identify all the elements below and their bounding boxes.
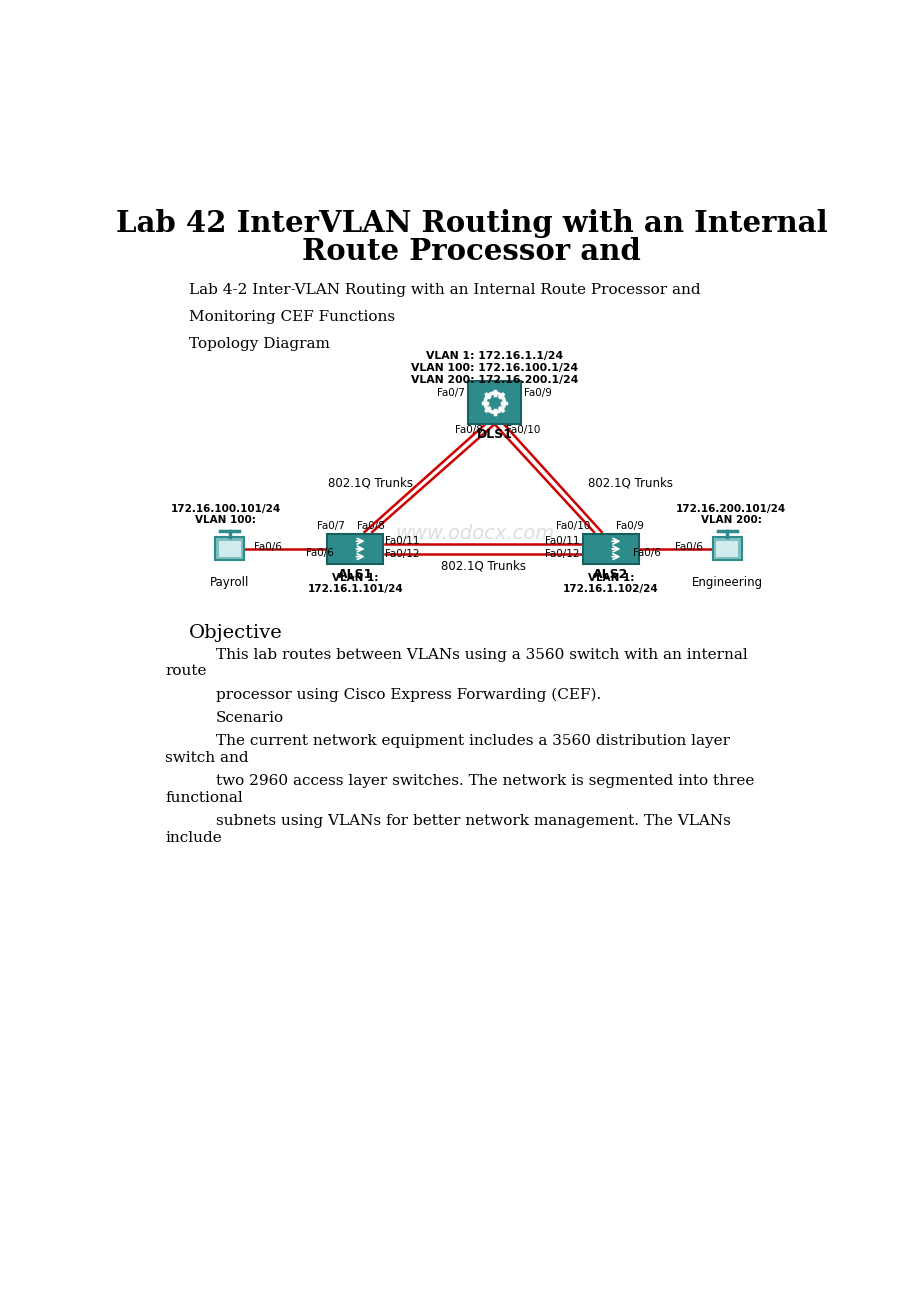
Text: Fa0/9: Fa0/9 bbox=[615, 521, 642, 531]
Text: processor using Cisco Express Forwarding (CEF).: processor using Cisco Express Forwarding… bbox=[216, 687, 600, 702]
Text: 802.1Q Trunks: 802.1Q Trunks bbox=[587, 477, 672, 490]
Text: Fa0/6: Fa0/6 bbox=[255, 542, 282, 552]
Text: ALS1: ALS1 bbox=[337, 568, 372, 581]
FancyBboxPatch shape bbox=[583, 534, 638, 564]
Text: VLAN 1:: VLAN 1: bbox=[587, 573, 633, 583]
Text: VLAN 1: 172.16.1.1/24: VLAN 1: 172.16.1.1/24 bbox=[425, 352, 562, 362]
Text: Fa0/10: Fa0/10 bbox=[505, 426, 540, 435]
Text: Fa0/6: Fa0/6 bbox=[674, 542, 702, 552]
Text: Route Processor and: Route Processor and bbox=[301, 237, 641, 266]
Text: 172.16.1.101/24: 172.16.1.101/24 bbox=[307, 585, 403, 594]
Text: Objective: Objective bbox=[188, 625, 282, 642]
Text: 172.16.1.102/24: 172.16.1.102/24 bbox=[562, 585, 658, 594]
Text: Fa0/11: Fa0/11 bbox=[545, 536, 579, 547]
Text: Fa0/10: Fa0/10 bbox=[556, 521, 590, 531]
Text: Fa0/12: Fa0/12 bbox=[545, 549, 579, 560]
Text: ALS2: ALS2 bbox=[593, 568, 628, 581]
Text: DLS1: DLS1 bbox=[476, 428, 512, 441]
Text: Fa0/7: Fa0/7 bbox=[316, 521, 344, 531]
Text: two 2960 access layer switches. The network is segmented into three: two 2960 access layer switches. The netw… bbox=[216, 773, 754, 788]
Text: 802.1Q Trunks: 802.1Q Trunks bbox=[328, 477, 413, 490]
Text: VLAN 100: 172.16.100.1/24: VLAN 100: 172.16.100.1/24 bbox=[411, 363, 578, 372]
Text: 172.16.100.101/24: 172.16.100.101/24 bbox=[171, 504, 280, 514]
Text: Topology Diagram: Topology Diagram bbox=[188, 337, 329, 352]
Text: Fa0/8: Fa0/8 bbox=[357, 521, 384, 531]
Text: Fa0/11: Fa0/11 bbox=[384, 536, 419, 547]
Text: VLAN 100:: VLAN 100: bbox=[195, 514, 256, 525]
Text: Lab 4-2 Inter-VLAN Routing with an Internal Route Processor and: Lab 4-2 Inter-VLAN Routing with an Inter… bbox=[188, 284, 699, 297]
Text: VLAN 200: 172.16.200.1/24: VLAN 200: 172.16.200.1/24 bbox=[411, 375, 578, 384]
FancyBboxPatch shape bbox=[219, 542, 240, 557]
Text: Fa0/8: Fa0/8 bbox=[455, 426, 482, 435]
FancyBboxPatch shape bbox=[716, 542, 737, 557]
Text: This lab routes between VLANs using a 3560 switch with an internal: This lab routes between VLANs using a 35… bbox=[216, 647, 747, 661]
Text: Engineering: Engineering bbox=[691, 575, 762, 589]
FancyBboxPatch shape bbox=[711, 538, 741, 560]
FancyBboxPatch shape bbox=[327, 534, 382, 564]
Text: Scenario: Scenario bbox=[216, 711, 284, 725]
Circle shape bbox=[483, 392, 505, 414]
Text: The current network equipment includes a 3560 distribution layer: The current network equipment includes a… bbox=[216, 734, 729, 747]
FancyBboxPatch shape bbox=[468, 381, 520, 424]
FancyBboxPatch shape bbox=[215, 538, 244, 560]
Text: subnets using VLANs for better network management. The VLANs: subnets using VLANs for better network m… bbox=[216, 814, 730, 828]
Circle shape bbox=[487, 396, 501, 410]
Text: Fa0/7: Fa0/7 bbox=[437, 388, 465, 398]
Text: functional: functional bbox=[165, 790, 243, 805]
Text: Payroll: Payroll bbox=[210, 575, 249, 589]
Text: VLAN 200:: VLAN 200: bbox=[700, 514, 761, 525]
Text: switch and: switch and bbox=[165, 751, 249, 764]
Text: Monitoring CEF Functions: Monitoring CEF Functions bbox=[188, 310, 394, 324]
Text: Fa0/12: Fa0/12 bbox=[384, 549, 419, 560]
Text: Fa0/6: Fa0/6 bbox=[305, 548, 334, 557]
Text: 802.1Q Trunks: 802.1Q Trunks bbox=[440, 560, 525, 573]
Text: VLAN 1:: VLAN 1: bbox=[332, 573, 378, 583]
Text: Fa0/9: Fa0/9 bbox=[524, 388, 551, 398]
Text: Lab 42 InterVLAN Routing with an Internal: Lab 42 InterVLAN Routing with an Interna… bbox=[116, 208, 826, 237]
Text: include: include bbox=[165, 831, 221, 845]
Text: 172.16.200.101/24: 172.16.200.101/24 bbox=[675, 504, 786, 514]
Text: www.odocx.com: www.odocx.com bbox=[395, 523, 554, 543]
Text: Fa0/6: Fa0/6 bbox=[632, 548, 660, 557]
Text: route: route bbox=[165, 664, 207, 678]
